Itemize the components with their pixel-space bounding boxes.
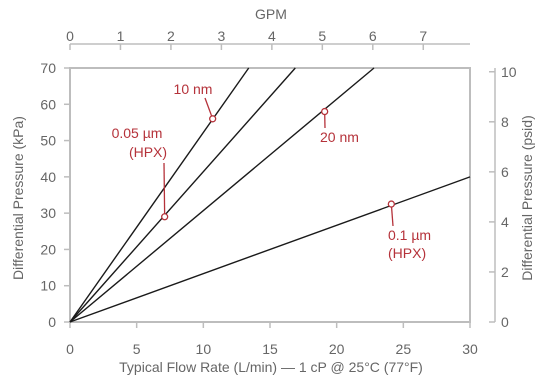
callout-label: (HPX) [388, 245, 426, 261]
series-line-2 [70, 68, 295, 322]
x-tick-label: 10 [196, 341, 212, 357]
top-axis-title: GPM [255, 6, 287, 22]
x-tick-label: 15 [262, 341, 278, 357]
y-tick-label: 0 [48, 314, 56, 330]
top-tick-label: 1 [117, 28, 125, 44]
y-tick-label: 40 [40, 169, 56, 185]
plot-frame [70, 44, 495, 322]
plot-border [70, 68, 470, 322]
top-tick-label: 3 [218, 28, 226, 44]
top-tick-label: 2 [167, 28, 175, 44]
callout-label: 0.05 µm [112, 125, 163, 141]
top-tick-label: 5 [318, 28, 326, 44]
right-tick-label: 8 [501, 114, 509, 130]
y-tick-label: 70 [40, 60, 56, 76]
series-lines [70, 68, 470, 322]
right-axis-title: Differential Pressure (psid) [519, 115, 535, 280]
y-tick-label: 50 [40, 133, 56, 149]
y-tick-label: 60 [40, 96, 56, 112]
callout-label: 20 nm [320, 129, 359, 145]
right-tick-label: 6 [501, 164, 509, 180]
callout-label: 10 nm [174, 81, 213, 97]
x-tick-label: 30 [462, 341, 478, 357]
x-tick-label: 25 [396, 341, 412, 357]
right-tick-label: 4 [501, 214, 509, 230]
callout-marker [322, 109, 328, 115]
top-tick-label: 6 [369, 28, 377, 44]
x-tick-label: 0 [66, 341, 74, 357]
callout-label: (HPX) [129, 144, 167, 160]
callout-label: 0.1 µm [388, 227, 431, 243]
callout-marker [162, 214, 168, 220]
callout-marker [388, 201, 394, 207]
y-tick-label: 30 [40, 205, 56, 221]
x-tick-label: 20 [329, 341, 345, 357]
x-axis-title: Typical Flow Rate (L/min) — 1 cP @ 25°C … [119, 359, 423, 375]
top-tick-label: 7 [419, 28, 427, 44]
right-tick-label: 10 [501, 64, 517, 80]
y-tick-label: 10 [40, 278, 56, 294]
x-tick-label: 5 [133, 341, 141, 357]
right-tick-label: 0 [501, 314, 509, 330]
top-tick-label: 4 [268, 28, 276, 44]
callout-leader [164, 163, 165, 217]
right-tick-label: 2 [501, 264, 509, 280]
callout-marker [210, 116, 216, 122]
annotations: 10 nm 0.05 µm (HPX) 20 nm 0.1 µm (HPX) [112, 81, 432, 261]
top-tick-label: 0 [66, 28, 74, 44]
y-axis-title: Differential Pressure (kPa) [10, 116, 26, 280]
y-tick-label: 20 [40, 241, 56, 257]
